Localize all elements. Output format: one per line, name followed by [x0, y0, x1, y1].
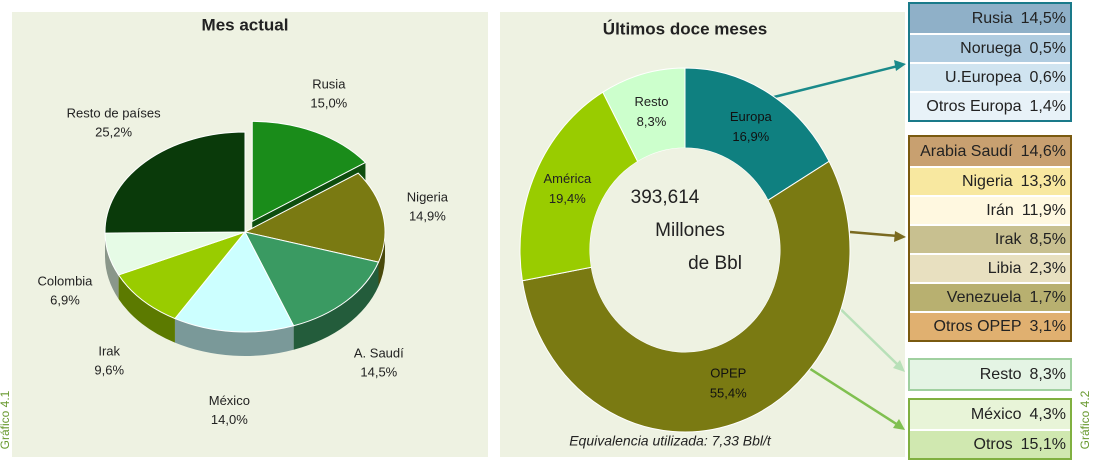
slice-label: México	[209, 393, 250, 408]
item-value: 13,3%	[1021, 173, 1066, 191]
item-value: 11,9%	[1022, 202, 1066, 220]
center-text: 393,614	[631, 187, 700, 208]
item-name: Otros Europa	[926, 98, 1021, 116]
value-label: 8,3%	[637, 114, 667, 129]
value-label: 6,9%	[50, 292, 80, 307]
breakdown-row: Resto 8,3%	[910, 360, 1070, 389]
center-text: de Bbl	[688, 253, 742, 274]
item-value: 3,1%	[1030, 318, 1066, 336]
breakdown-row: U.Europea 0,6%	[910, 62, 1070, 91]
item-name: Arabia Saudí	[920, 143, 1013, 161]
breakdown-row: Arabia Saudí 14,6%	[910, 137, 1070, 166]
item-value: 1,7%	[1030, 289, 1066, 307]
item-value: 14,6%	[1021, 143, 1066, 161]
item-value: 14,5%	[1021, 10, 1066, 28]
breakdown-row: Nigeria 13,3%	[910, 166, 1070, 195]
value-label: 19,4%	[549, 191, 586, 206]
item-value: 8,3%	[1030, 366, 1066, 384]
breakdown-row: México 4,3%	[910, 400, 1070, 429]
slice-label: América	[544, 171, 592, 186]
value-label: 14,0%	[211, 412, 248, 427]
item-value: 4,3%	[1030, 406, 1066, 424]
breakdown-row: Otros 15,1%	[910, 429, 1070, 458]
side-label: Gráfico 4.2	[1078, 390, 1092, 449]
value-label: 15,0%	[310, 95, 347, 110]
slice-label: Resto	[635, 94, 669, 109]
item-name: Otros	[974, 436, 1013, 454]
slice-label: Rusia	[312, 76, 346, 91]
item-name: U.Europea	[945, 69, 1022, 87]
item-name: Venezuela	[947, 289, 1022, 307]
note: Equivalencia utilizada: 7,33 Bbl/t	[569, 433, 772, 449]
value-label: 14,5%	[360, 364, 397, 379]
value-label: 25,2%	[95, 124, 132, 139]
breakdown-row: Venezuela 1,7%	[910, 282, 1070, 311]
item-name: Rusia	[972, 10, 1013, 28]
value-label: 14,9%	[409, 208, 446, 223]
breakdown-row: Libia 2,3%	[910, 253, 1070, 282]
chart-title: Últimos doce meses	[603, 19, 767, 38]
breakdown-box: Rusia 14,5%Noruega 0,5% U.Europea 0,6% Otros …	[908, 2, 1072, 122]
donut-hole	[590, 148, 780, 352]
item-value: 15,1%	[1021, 436, 1066, 454]
value-label: 9,6%	[94, 363, 124, 378]
item-name: México	[971, 406, 1022, 424]
item-value: 0,6%	[1030, 69, 1066, 87]
breakdown-box: México 4,3% Otros 15,1%	[908, 398, 1072, 460]
chart-title: Mes actual	[202, 15, 289, 34]
breakdown-row: Rusia 14,5%	[910, 4, 1070, 33]
slice-label: Nigeria	[407, 189, 449, 204]
breakdown-row: Otros Europa 1,4%	[910, 91, 1070, 120]
item-name: Irán	[986, 202, 1014, 220]
slice-label: Resto de países	[67, 105, 161, 120]
side-label: Gráfico 4.1	[0, 390, 12, 449]
slice-label: Europa	[730, 109, 773, 124]
slice-label: A. Saudí	[354, 345, 404, 360]
item-value: 1,4%	[1030, 98, 1066, 116]
breakdown-row: Irak 8,5%	[910, 224, 1070, 253]
item-name: Libia	[988, 260, 1022, 278]
slice-label: Irak	[98, 344, 120, 359]
breakdown-row: Otros OPEP 3,1%	[910, 311, 1070, 340]
item-name: Nigeria	[962, 173, 1013, 191]
slice-label: Colombia	[38, 273, 94, 288]
breakdown-box: Resto 8,3%	[908, 358, 1072, 391]
item-name: Irak	[995, 231, 1022, 249]
breakdown-row: Noruega 0,5%	[910, 33, 1070, 62]
item-name: Otros OPEP	[934, 318, 1022, 336]
item-name: Noruega	[960, 40, 1021, 58]
item-value: 0,5%	[1030, 40, 1066, 58]
breakdown-row: Irán 11,9%	[910, 195, 1070, 224]
item-value: 2,3%	[1030, 260, 1066, 278]
value-label: 16,9%	[732, 129, 769, 144]
slice-label: OPEP	[710, 365, 746, 380]
item-name: Resto	[980, 366, 1022, 384]
value-label: 55,4%	[710, 385, 747, 400]
item-value: 8,5%	[1030, 231, 1066, 249]
center-text: Millones	[655, 220, 725, 241]
